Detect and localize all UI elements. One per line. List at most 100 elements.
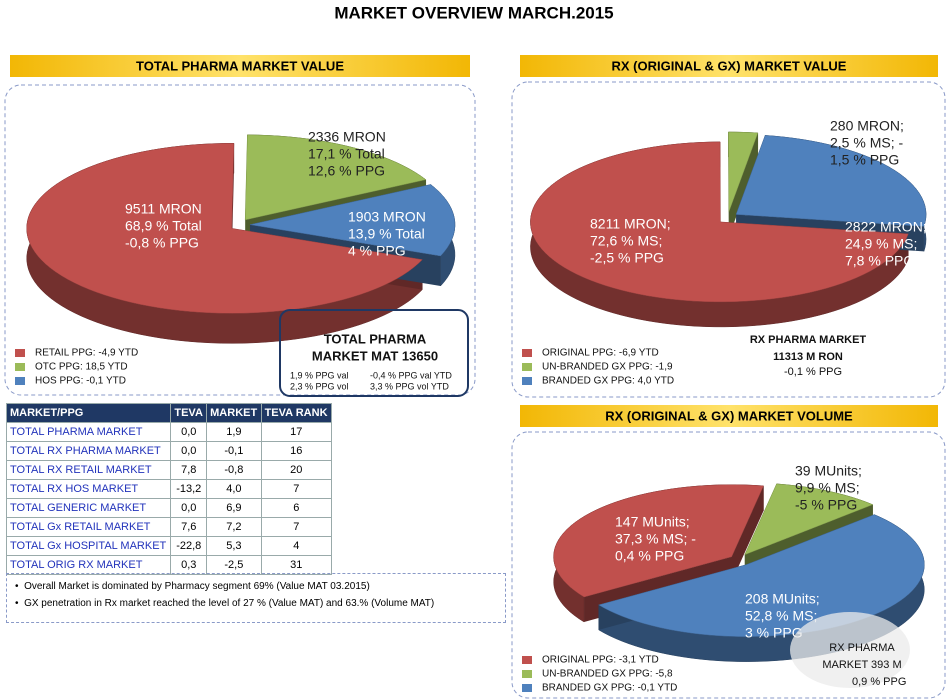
annotation-title: RX PHARMA MARKET	[750, 334, 867, 346]
table-cell: 16	[260, 441, 333, 461]
legend-swatch	[522, 363, 532, 371]
annotation-line: -0,1 % PPG	[784, 366, 842, 378]
table-header: MARKET/PPG	[5, 403, 172, 423]
annotation-title: MARKET 393 M	[822, 659, 901, 671]
slice-label: 9511 MRON	[125, 201, 202, 217]
table-cell: -0,1	[206, 441, 262, 461]
panel	[4, 84, 476, 396]
panel-heading	[520, 405, 938, 427]
highlight	[790, 612, 910, 688]
slice-label: -5 % PPG	[795, 497, 857, 513]
bullet: •	[15, 581, 25, 592]
pie-slice	[553, 484, 764, 598]
notes: • Overall Market is dominated by Pharmac…	[6, 573, 506, 623]
bullet: •	[15, 598, 25, 609]
table-cell: 0,3	[170, 555, 208, 575]
table-cell: 17	[260, 422, 333, 442]
table-cell: 20	[260, 460, 333, 480]
table-row: TOTAL RX PHARMA MARKET 0,0 -0,1 16	[5, 441, 333, 461]
slice-label: 147 MUnits;	[615, 514, 690, 530]
table-cell: 5,3	[206, 536, 262, 556]
annotation-title: MARKET MAT 13650	[312, 348, 438, 363]
table-header: MARKET	[206, 403, 262, 423]
table-row: TOTAL RX RETAIL MARKET 7,8 -0,8 20	[5, 460, 333, 480]
note-item: • GX penetration in Rx market reached th…	[15, 598, 505, 609]
slice-side	[736, 135, 924, 252]
table-cell: 0,0	[170, 498, 208, 518]
table-cell: TOTAL Gx HOSPITAL MARKET	[5, 536, 172, 556]
slice-label: 0,4 % PPG	[615, 548, 684, 564]
panel	[511, 81, 946, 398]
slice-side	[584, 485, 764, 622]
slice-label: 2,5 % MS; -	[830, 135, 903, 151]
pie-slice	[26, 143, 423, 314]
slice-side	[728, 132, 758, 238]
market-table: MARKET/PPG TEVA MARKET TEVA RANK TOTAL PHARM…	[5, 403, 333, 575]
annotation-line: 1,9 % PPG val	[290, 370, 349, 380]
slice-label: 2336 MRON	[308, 129, 386, 145]
legend-label: HOS PPG: -0,1 YTD	[35, 376, 126, 387]
panel-title: RX (ORIGINAL & GX) MARKET VALUE	[612, 58, 847, 73]
legend-label: UN-BRANDED GX PPG: -1,9	[542, 362, 673, 373]
legend-swatch	[522, 377, 532, 385]
annotation-title: RX PHARMA	[829, 642, 895, 654]
table-cell: TOTAL RX HOS MARKET	[5, 479, 172, 499]
table-cell: 0,0	[170, 441, 208, 461]
legend-swatch	[522, 670, 532, 678]
table-cell: TOTAL RX PHARMA MARKET	[5, 441, 172, 461]
table-cell: -13,2	[170, 479, 208, 499]
table-cell: -0,8	[206, 460, 262, 480]
page-title: MARKET OVERVIEW MARCH.2015	[334, 3, 613, 22]
table-cell: -22,8	[170, 536, 208, 556]
legend-label: BRANDED GX PPG: -0,1 YTD	[542, 683, 677, 694]
table-row: TOTAL PHARMA MARKET 0,0 1,9 17	[5, 422, 333, 442]
slice-label: 13,9 % Total	[348, 226, 425, 242]
table-cell: TOTAL ORIG RX MARKET	[5, 555, 172, 575]
slice-label: 37,3 % MS; -	[615, 531, 696, 547]
annotation-title: TOTAL PHARMA	[324, 331, 427, 346]
annotation-line: 0,9 % PPG	[852, 676, 906, 688]
slice-label: 9,9 % MS;	[795, 480, 860, 496]
table-cell: 7,2	[206, 517, 262, 537]
table-row: TOTAL Gx RETAIL MARKET 7,6 7,2 7	[5, 517, 333, 537]
table-cell: 1,9	[206, 422, 262, 442]
legend-label: RETAIL PPG: -4,9 YTD	[35, 348, 138, 359]
table-cell: 6,9	[206, 498, 262, 518]
slice-label: 4 % PPG	[348, 243, 406, 259]
slice-label: -2,5 % PPG	[590, 250, 664, 266]
table-row: TOTAL Gx HOSPITAL MARKET -22,8 5,3 4	[5, 536, 333, 556]
legend-label: ORIGINAL PPG: -3,1 YTD	[542, 655, 659, 666]
table-header: TEVA	[170, 403, 208, 423]
slice-label: 52,8 % MS;	[745, 608, 817, 624]
annotation-title: 11313 M RON	[773, 351, 843, 363]
note-text: Overall Market is dominated by Pharmacy …	[24, 581, 370, 592]
pie-slice	[728, 131, 759, 213]
legend-swatch	[15, 349, 25, 357]
slice-label: 1,5 % PPG	[830, 152, 899, 168]
pie-slice	[244, 134, 427, 221]
annotation-line: 2,3 % PPG vol	[290, 381, 349, 391]
table-cell: 0,0	[170, 422, 208, 442]
slice-label: 12,6 % PPG	[308, 163, 385, 179]
annotation-line: -0,4 % PPG val YTD	[370, 370, 452, 380]
table-header: TEVA RANK	[260, 403, 333, 423]
slice-label: 1903 MRON	[348, 209, 426, 225]
legend-swatch	[15, 363, 25, 371]
legend-swatch	[15, 377, 25, 385]
note-item: • Overall Market is dominated by Pharmac…	[15, 581, 505, 592]
slice-label: 7,8 % PPG	[845, 253, 914, 269]
table-row: TOTAL RX HOS MARKET -13,2 4,0 7	[5, 479, 333, 499]
slice-label: 68,9 % Total	[125, 218, 202, 234]
annotation-box	[279, 309, 469, 397]
slice-label: 39 MUnits;	[795, 463, 862, 479]
slice-label: -0,8 % PPG	[125, 235, 199, 251]
slice-label: 24,9 % MS;	[845, 236, 917, 252]
table-cell: 31	[260, 555, 333, 575]
slice-label: 280 MRON;	[830, 118, 904, 134]
pie-slice	[744, 483, 874, 556]
table-cell: 4,0	[206, 479, 262, 499]
panel-heading	[520, 55, 938, 77]
note-text: GX penetration in Rx market reached the …	[24, 598, 435, 609]
pie-slice	[249, 184, 456, 257]
slice-label: 3 % PPG	[745, 625, 803, 641]
